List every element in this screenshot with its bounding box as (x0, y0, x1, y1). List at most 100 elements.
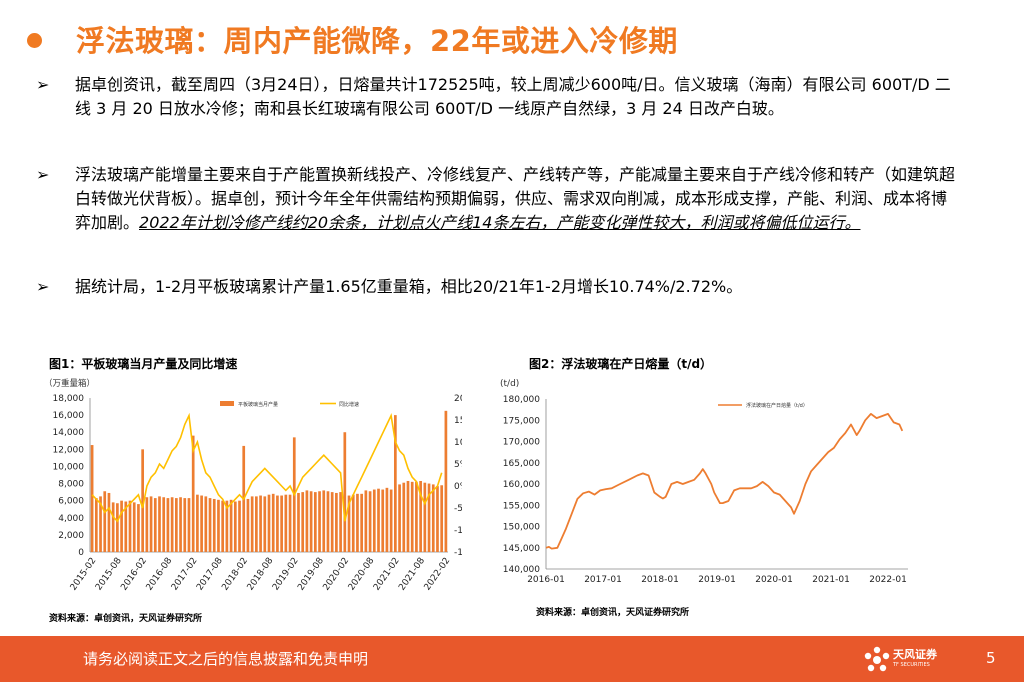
chart-1-ytick: 14,000 (53, 428, 85, 438)
chart-2-xtick: 2018-01 (641, 575, 679, 585)
chart-1-bar (410, 481, 414, 552)
chart-1-ytick: 16,000 (53, 411, 85, 421)
chart-1-bar (318, 491, 321, 552)
chart-1-bar (381, 489, 385, 552)
chart-1-bar (330, 492, 334, 552)
figure-2-source: 资料来源：卓创资讯，天风证券研究所 (536, 608, 690, 618)
chart-1-bar (356, 493, 359, 552)
chart-1-bar (233, 501, 237, 552)
paragraph-2-highlight: 2022年计划冷修产线约20余条，计划点火产线14条左右，产能变化弹性较大，利润… (139, 213, 861, 232)
chart-1-bar (372, 489, 376, 552)
footer-disclaimer: 请务必阅读正文之后的信息披露和免责申明 (83, 650, 369, 668)
chart-1-bar (398, 484, 401, 552)
paragraph-3: 据统计局，1-2月平板玻璃累计产量1.65亿重量箱，相比20/21年1-2月增长… (75, 277, 743, 296)
chart-2-ytick: 155,000 (503, 501, 540, 511)
chart-2-xtick: 2020-01 (755, 575, 793, 585)
chart-2-ytick: 180,000 (503, 395, 540, 405)
chart-2-legend-label: 浮法玻璃在产日熔量（t/d） (746, 402, 808, 409)
figure-1-source: 资料来源：卓创资讯，天风证券研究所 (49, 614, 203, 624)
chart-1-ytick: 2,000 (58, 531, 84, 541)
chart-1-bar (351, 494, 355, 552)
chart-1-bar (364, 490, 368, 552)
chart-1-bar (217, 499, 220, 552)
chart-1-bar (297, 492, 300, 552)
chart-2-xtick: 2016-01 (527, 575, 565, 585)
paragraph-1: 据卓创资讯，截至周四（3月24日），日熔量共计172525吨，较上周减少600吨… (75, 75, 951, 118)
chart-1-bar (394, 415, 397, 552)
figure-2-title: 图2：浮法玻璃在产日熔量（t/d） (529, 357, 713, 371)
chart-1-bar (162, 497, 166, 552)
chart-1-bar (415, 481, 418, 552)
chart-1-bar (313, 492, 317, 552)
chart-1-bar (444, 410, 448, 552)
chart-1-bar (179, 497, 182, 552)
chart-1-y2tick: -15% (454, 548, 462, 558)
chart-1-bar (187, 498, 191, 552)
chart-1-bar (225, 500, 229, 552)
chart-1-bar (267, 494, 271, 552)
chart-1-bar (347, 495, 351, 552)
chart-1-y2tick: -5% (454, 504, 462, 514)
chart-1-bar (326, 491, 330, 552)
chart-1-yoy-line (91, 412, 443, 523)
chart-1-bar (204, 496, 208, 552)
chart-1-ylabel: （万重量箱） (44, 378, 95, 389)
footer-brand: 天风证券 (893, 648, 937, 661)
chart-1-bar (288, 494, 292, 552)
chart-1-bar (255, 496, 258, 552)
chart-1-ytick: 8,000 (58, 480, 84, 490)
paragraph-2: 浮法玻璃产能增量主要来自于产能置换新线投产、冷修线复产、产线转产等，产能减量主要… (75, 163, 955, 235)
chart-1-y2tick: 15% (454, 416, 462, 426)
chart-1-bar (271, 493, 275, 552)
chart-2-ytick: 160,000 (503, 480, 540, 490)
chart-1-bar (229, 499, 233, 552)
chart-2-ytick: 150,000 (503, 523, 540, 533)
chart-1-bar (276, 495, 279, 552)
chart-1-bar (309, 491, 313, 552)
page-number: 5 (986, 649, 996, 667)
chart-2-ytick: 175,000 (503, 416, 540, 426)
paragraph-2-text: 浮法玻璃产能增量主要来自于产能置换新线投产、冷修线复产、产线转产等，产能减量主要… (75, 165, 956, 232)
chart-1-bar (137, 504, 140, 552)
chart-1-ytick: 12,000 (53, 445, 85, 455)
page-title: 浮法玻璃：周内产能微降，22年或进入冷修期 (76, 24, 678, 58)
footer-brand-en: TF SECURITIES (893, 662, 930, 668)
chart-1-bar (170, 497, 174, 552)
chart-1-bar (200, 495, 203, 552)
chart-1-bar (116, 503, 119, 552)
chart-1-bar (149, 496, 153, 552)
chart-2-daily-melting: (t/d) 180,000 175,000 170,000 165,000 160,000… (500, 379, 908, 585)
chart-1-bar (284, 494, 288, 552)
figure-1-title: 图1：平板玻璃当月产量及同比增速 (49, 357, 238, 371)
chart-1-bar (141, 449, 144, 552)
chart-1-bar (132, 502, 136, 552)
chart-1-legend-bar-label: 平板玻璃当月产量 (238, 401, 278, 408)
bullet-arrow-3: ➢ (36, 277, 50, 296)
chart-1-bar (385, 487, 389, 552)
tf-securities-logo-icon (864, 646, 890, 672)
chart-1-bar (250, 496, 254, 552)
chart-1-bar (107, 492, 111, 552)
chart-1-bar (419, 480, 422, 552)
chart-2-xtick: 2021-01 (812, 575, 850, 585)
chart-1-bar (103, 491, 107, 552)
footer-bar: 请务必阅读正文之后的信息披露和免责申明 天风证券 TF SECURITIES 5 (0, 636, 1024, 682)
chart-1-bar (406, 480, 410, 552)
chart-1-bar (221, 500, 225, 552)
chart-1-bar (128, 500, 132, 552)
chart-1-y2tick: 0% (454, 482, 462, 492)
chart-1-bar (431, 484, 435, 552)
chart-1-bar (94, 498, 98, 552)
chart-1-bar (183, 498, 187, 552)
chart-1-bar (196, 494, 199, 552)
chart-1-bar (360, 493, 364, 552)
chart-1-ytick: 6,000 (58, 497, 84, 507)
chart-1-bar (90, 445, 94, 552)
chart-1-bar (440, 485, 444, 552)
chart-1-ytick: 4,000 (58, 514, 84, 524)
chart-1-bar (158, 496, 161, 552)
chart-1-bar (436, 486, 439, 552)
chart-1-bar (208, 498, 212, 552)
chart-1-bar (174, 498, 178, 552)
chart-1-bar (343, 432, 347, 552)
